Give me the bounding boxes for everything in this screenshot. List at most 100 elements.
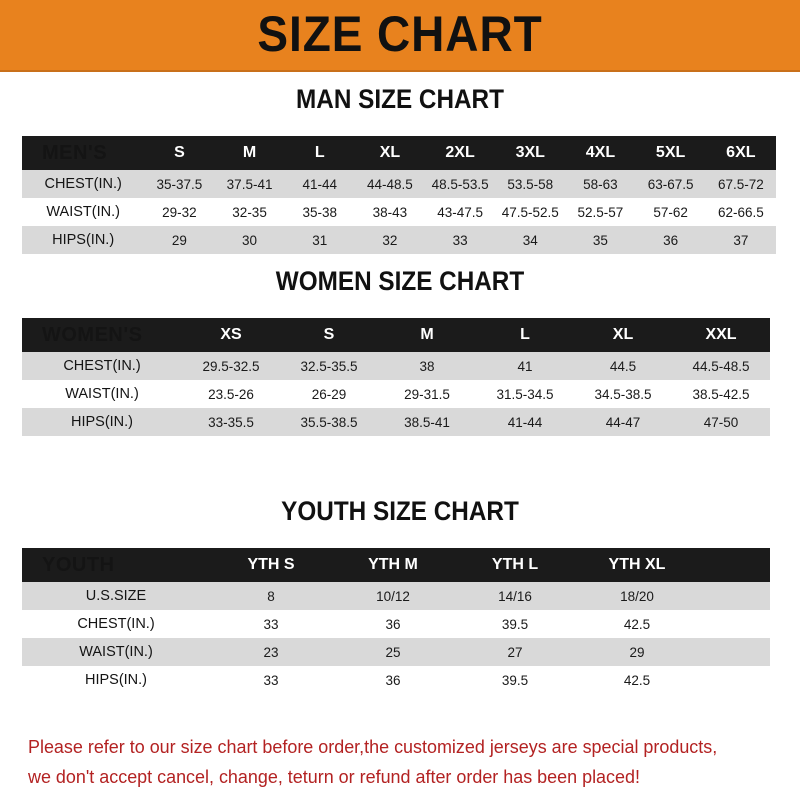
youth-cell: 10/12 [332,582,454,610]
men-row-label: HIPS(IN.) [22,226,145,254]
men-cell: 43-47.5 [425,198,496,226]
women-header-row: WOMEN'S XS S M L XL XXL [22,318,770,352]
men-cell: 53.5-58 [495,170,566,198]
men-cell: 47.5-52.5 [495,198,566,226]
men-row-label: WAIST(IN.) [22,198,145,226]
youth-cell: 36 [332,610,454,638]
men-cell: 41-44 [284,170,355,198]
women-cell: 26-29 [280,380,378,408]
women-cell: 38 [378,352,476,380]
table-row: HIPS(IN.) 33 36 39.5 42.5 [22,666,770,694]
men-size-table: MEN'S S M L XL 2XL 3XL 4XL 5XL 6XL CHEST(IN.) 35-37… [22,136,776,254]
men-size-header-1: S [144,136,215,170]
youth-row-label: CHEST(IN.) [22,610,210,638]
women-cell: 34.5-38.5 [574,380,672,408]
men-cell: 29-32 [144,198,215,226]
youth-cell-spacer [698,666,770,694]
men-size-header-8: 5XL [635,136,706,170]
youth-cell: 39.5 [454,610,576,638]
women-cell: 29.5-32.5 [182,352,280,380]
men-cell: 35 [565,226,636,254]
youth-cell: 33 [210,666,332,694]
youth-cell-spacer [698,582,770,610]
men-size-header-2: M [214,136,285,170]
youth-cell: 39.5 [454,666,576,694]
women-cell: 41 [476,352,574,380]
men-cell: 35-37.5 [144,170,215,198]
women-cell: 33-35.5 [182,408,280,436]
women-row-label-header: WOMEN'S [22,318,182,352]
youth-size-header-1: YTH S [210,548,332,582]
men-size-header-4: XL [354,136,425,170]
youth-cell-spacer [698,610,770,638]
men-section-title: MAN SIZE CHART [296,84,504,114]
youth-header-row: YOUTH YTH S YTH M YTH L YTH XL [22,548,770,582]
women-cell: 31.5-34.5 [476,380,574,408]
youth-cell: 23 [210,638,332,666]
youth-row-label: WAIST(IN.) [22,638,210,666]
men-cell: 32-35 [214,198,285,226]
women-cell: 23.5-26 [182,380,280,408]
youth-cell: 29 [576,638,698,666]
youth-cell: 18/20 [576,582,698,610]
youth-cell: 25 [332,638,454,666]
youth-size-table: YOUTH YTH S YTH M YTH L YTH XL U.S.SIZE 8 10/12… [22,548,770,694]
men-row-label-header: MEN'S [22,136,145,170]
women-size-header-5: XL [574,318,672,352]
women-size-header-6: XXL [672,318,770,352]
table-row: CHEST(IN.) 29.5-32.5 32.5-35.5 38 41 44.5 44.5… [22,352,770,380]
women-cell: 44.5 [574,352,672,380]
women-row-label: CHEST(IN.) [22,352,182,380]
men-cell: 52.5-57 [565,198,636,226]
men-cell: 38-43 [354,198,425,226]
men-size-header-7: 4XL [565,136,636,170]
men-size-header-9: 6XL [705,136,776,170]
youth-cell: 33 [210,610,332,638]
men-cell: 48.5-53.5 [425,170,496,198]
women-cell: 32.5-35.5 [280,352,378,380]
men-cell: 32 [354,226,425,254]
men-cell: 58-63 [565,170,636,198]
youth-row-label: HIPS(IN.) [22,666,210,694]
men-cell: 30 [214,226,285,254]
women-size-header-3: M [378,318,476,352]
men-cell: 44-48.5 [354,170,425,198]
women-cell: 38.5-42.5 [672,380,770,408]
women-size-header-1: XS [182,318,280,352]
youth-header-spacer [698,548,770,582]
men-cell: 37.5-41 [214,170,285,198]
men-cell: 29 [144,226,215,254]
men-cell: 57-62 [635,198,706,226]
women-cell: 38.5-41 [378,408,476,436]
youth-cell: 14/16 [454,582,576,610]
youth-cell: 42.5 [576,610,698,638]
youth-size-header-4: YTH XL [576,548,698,582]
men-cell: 33 [425,226,496,254]
women-section-title: WOMEN SIZE CHART [275,266,525,296]
women-cell: 44-47 [574,408,672,436]
women-size-header-2: S [280,318,378,352]
men-cell: 31 [284,226,355,254]
youth-cell: 27 [454,638,576,666]
page-title: SIZE CHART [257,6,543,62]
men-cell: 37 [705,226,776,254]
youth-cell-spacer [698,638,770,666]
men-cell: 35-38 [284,198,355,226]
men-size-header-5: 2XL [425,136,496,170]
youth-cell: 36 [332,666,454,694]
page-banner: SIZE CHART [0,0,800,72]
youth-size-header-2: YTH M [332,548,454,582]
men-cell: 67.5-72 [705,170,776,198]
men-row-label: CHEST(IN.) [22,170,145,198]
women-size-table: WOMEN'S XS S M L XL XXL CHEST(IN.) 29.5-32.5 32.5… [22,318,770,436]
women-row-label: WAIST(IN.) [22,380,182,408]
table-row: HIPS(IN.) 33-35.5 35.5-38.5 38.5-41 41-44 44-… [22,408,770,436]
table-row: CHEST(IN.) 35-37.5 37.5-41 41-44 44-48.5 48.5… [22,170,776,198]
men-size-header-6: 3XL [495,136,566,170]
women-size-header-4: L [476,318,574,352]
youth-cell: 8 [210,582,332,610]
women-row-label: HIPS(IN.) [22,408,182,436]
table-row: CHEST(IN.) 33 36 39.5 42.5 [22,610,770,638]
disclaimer-line-1: Please refer to our size chart before or… [28,736,718,757]
